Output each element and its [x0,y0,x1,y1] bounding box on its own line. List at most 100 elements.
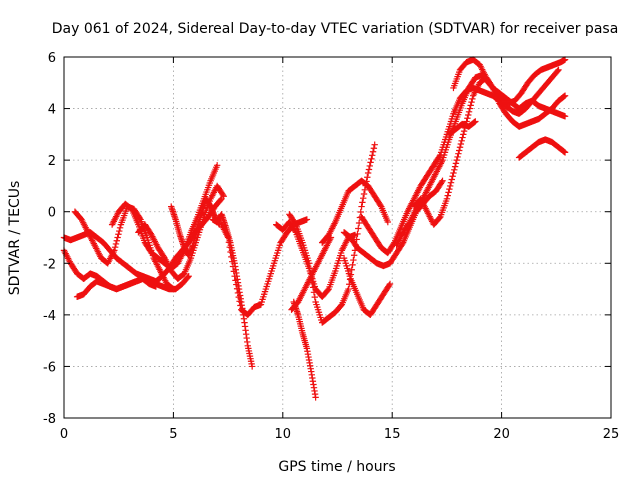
data-point [236,298,243,305]
y-tick-label: -2 [43,257,56,272]
data-point [359,199,366,206]
data-point [368,155,375,163]
data-point [237,302,244,309]
data-point [465,111,472,119]
data-point [364,174,371,181]
data-point [561,93,568,100]
plot-frame [63,56,612,419]
data-point [452,160,460,167]
x-tick-label: 20 [493,427,510,442]
data-point [468,98,475,106]
data-point [457,140,465,148]
data-point [184,273,192,281]
data-point [471,118,478,126]
data-point [350,252,358,259]
data-point [355,219,363,227]
data-point [349,261,356,269]
data-point [360,194,367,202]
y-tick-label: 4 [48,103,56,118]
data-point [228,253,235,261]
data-series [515,136,569,161]
y-tick-label: -6 [43,360,56,375]
data-point [357,208,364,216]
data-point [449,173,456,180]
data-point [229,263,237,270]
data-point [561,92,569,99]
data-point [443,195,451,203]
data-point [354,230,361,238]
data-point [220,193,227,200]
data-point [459,134,466,141]
x-tick-label: 25 [603,427,620,442]
data-point [350,256,357,264]
data-point [450,169,457,177]
data-point [233,285,241,292]
data-series [410,74,569,228]
data-point [364,169,372,177]
data-point [561,113,569,120]
data-point [291,220,299,227]
data-point [353,236,360,243]
data-point [436,214,443,222]
data-point [464,115,471,122]
data-point [384,218,392,226]
data-point [438,178,445,186]
data-point [217,196,224,203]
data-point [355,225,362,232]
data-point [465,108,473,115]
data-point [369,148,377,155]
data-point [561,149,569,156]
data-series [209,211,256,370]
y-tick-label: 6 [48,51,56,66]
data-point [114,234,121,241]
data-point [361,186,369,193]
data-point [303,216,311,223]
data-point [231,272,238,280]
data-point [554,67,561,75]
data-series [340,254,394,319]
data-point [248,363,256,370]
x-tick-label: 0 [60,427,68,442]
data-point [112,240,120,248]
data-point [469,95,476,103]
data-point [370,145,378,152]
data-point [458,137,465,145]
data-point [185,272,192,280]
data-series [288,234,335,313]
data-point [224,234,232,241]
data-point [234,289,242,297]
data-series [340,177,446,270]
data-point [377,202,384,209]
data-point [111,243,119,251]
data-point [232,277,239,284]
y-axis-title: SDTVAR / TECUs [7,181,23,296]
data-point [152,283,160,290]
data-point [213,162,221,169]
data-series [73,275,160,301]
data-point [324,286,332,294]
data-point [456,144,464,151]
data-point [348,266,355,273]
data-point [235,293,242,301]
data-point [358,203,365,210]
data-point [446,182,454,190]
data-point [447,179,455,186]
data-point [310,289,318,296]
data-point [226,243,233,251]
data-point [306,264,314,272]
data-series [135,182,227,282]
data-point [386,280,394,288]
data-point [451,163,459,170]
data-point [446,185,453,193]
chart-title: Day 061 of 2024, Sidereal Day-to-day VTE… [52,21,619,37]
data-point [360,190,368,198]
data-point [436,153,443,160]
data-point [451,166,458,174]
data-point [369,152,376,159]
data-point [115,231,122,238]
x-axis-title: GPS time / hours [278,459,395,475]
data-series [393,56,569,249]
data-point [439,177,446,184]
data-series [290,298,319,401]
